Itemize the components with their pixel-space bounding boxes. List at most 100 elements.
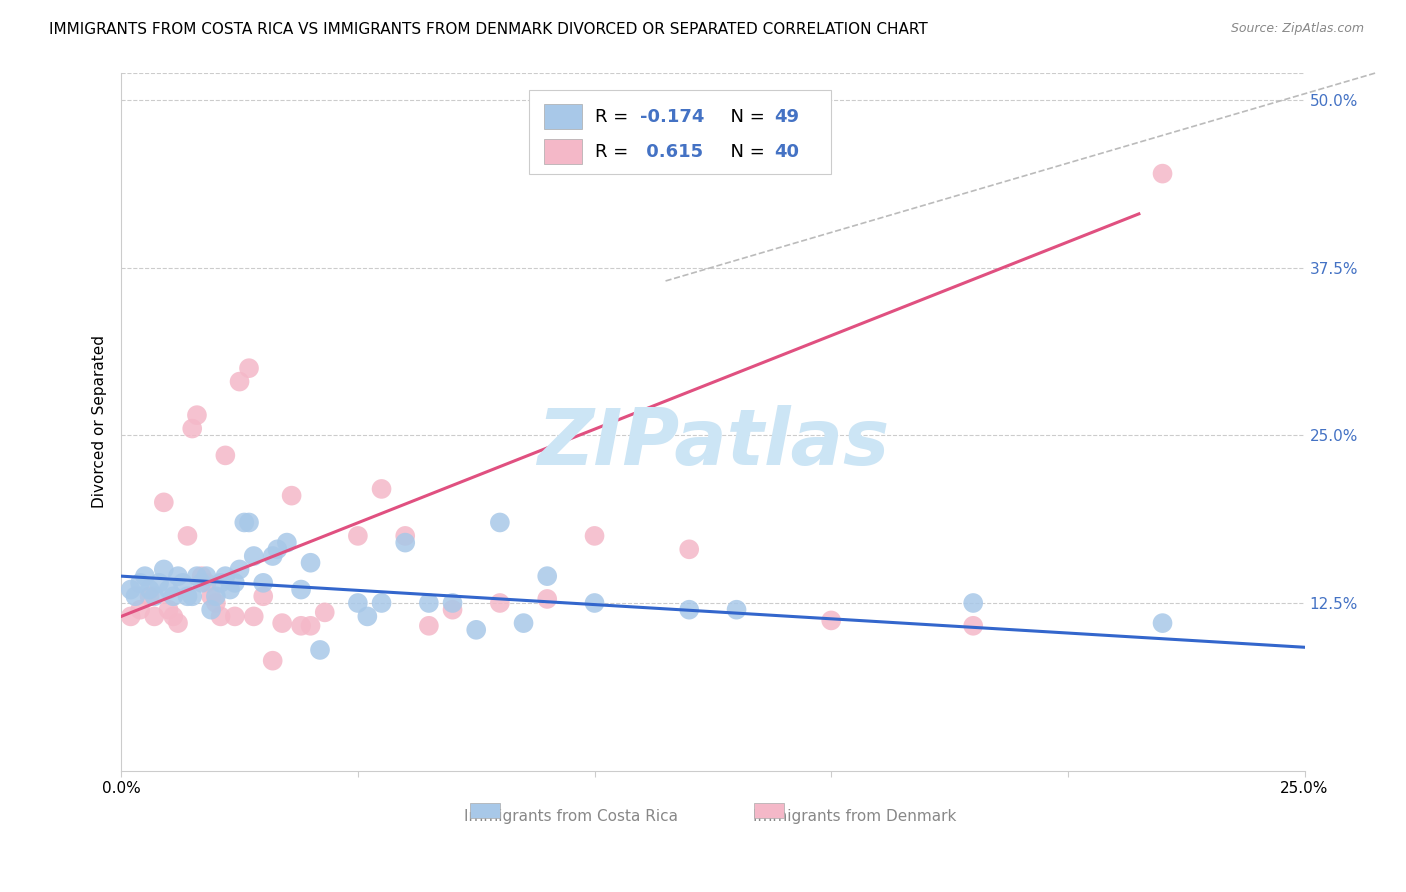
Point — [276, 535, 298, 549]
Point — [219, 582, 242, 597]
Point — [224, 575, 246, 590]
Point — [195, 575, 218, 590]
FancyBboxPatch shape — [530, 90, 831, 174]
Point — [190, 575, 212, 590]
Point — [134, 569, 156, 583]
Point — [418, 596, 440, 610]
Point — [148, 575, 170, 590]
Point — [143, 589, 166, 603]
Point — [120, 609, 142, 624]
Point — [186, 569, 208, 583]
Point — [441, 603, 464, 617]
Point — [347, 596, 370, 610]
Point — [205, 596, 228, 610]
Point — [190, 569, 212, 583]
Point — [262, 654, 284, 668]
Point — [228, 562, 250, 576]
Bar — [544, 139, 582, 164]
Point — [162, 609, 184, 624]
Point — [280, 489, 302, 503]
Point — [157, 603, 180, 617]
Point — [678, 603, 700, 617]
Point — [176, 529, 198, 543]
Point — [418, 619, 440, 633]
Point — [583, 529, 606, 543]
Bar — [544, 104, 582, 129]
Point — [299, 556, 322, 570]
Point — [209, 609, 232, 624]
Text: ZIPatlas: ZIPatlas — [537, 405, 889, 481]
Point — [262, 549, 284, 563]
Point — [820, 614, 842, 628]
Point — [489, 516, 512, 530]
Point — [176, 589, 198, 603]
Point — [314, 606, 336, 620]
Point — [266, 542, 288, 557]
Point — [167, 569, 190, 583]
Text: 40: 40 — [775, 143, 800, 161]
Point — [394, 535, 416, 549]
Point — [242, 609, 264, 624]
Text: R =: R = — [595, 108, 634, 126]
Point — [370, 482, 392, 496]
Point — [536, 569, 558, 583]
Point — [200, 589, 222, 603]
Y-axis label: Divorced or Separated: Divorced or Separated — [93, 335, 107, 508]
Text: Source: ZipAtlas.com: Source: ZipAtlas.com — [1230, 22, 1364, 36]
Point — [583, 596, 606, 610]
Point — [962, 619, 984, 633]
Text: 49: 49 — [775, 108, 800, 126]
Point — [238, 361, 260, 376]
Point — [138, 582, 160, 597]
Point — [678, 542, 700, 557]
Text: IMMIGRANTS FROM COSTA RICA VS IMMIGRANTS FROM DENMARK DIVORCED OR SEPARATED CORR: IMMIGRANTS FROM COSTA RICA VS IMMIGRANTS… — [49, 22, 928, 37]
Point — [309, 643, 332, 657]
Point — [1152, 616, 1174, 631]
Point — [153, 495, 176, 509]
Point — [200, 603, 222, 617]
Point — [394, 529, 416, 543]
Text: R =: R = — [595, 143, 634, 161]
Bar — [754, 803, 785, 818]
Text: Immigrants from Denmark: Immigrants from Denmark — [754, 809, 956, 824]
Point — [181, 589, 204, 603]
Point — [252, 589, 274, 603]
Text: N =: N = — [718, 108, 770, 126]
Point — [162, 589, 184, 603]
Point — [209, 575, 232, 590]
Point — [441, 596, 464, 610]
Point — [205, 589, 228, 603]
Point — [129, 603, 152, 617]
Bar — [470, 803, 501, 818]
Point — [129, 575, 152, 590]
Point — [465, 623, 488, 637]
Point — [725, 603, 748, 617]
Point — [489, 596, 512, 610]
Point — [536, 591, 558, 606]
Text: 0.615: 0.615 — [640, 143, 703, 161]
Point — [356, 609, 378, 624]
Point — [120, 582, 142, 597]
Point — [214, 569, 236, 583]
Point — [370, 596, 392, 610]
Point — [124, 589, 146, 603]
Point — [271, 616, 294, 631]
Point — [153, 562, 176, 576]
Text: -0.174: -0.174 — [640, 108, 704, 126]
Point — [181, 421, 204, 435]
Point — [252, 575, 274, 590]
Point — [962, 596, 984, 610]
Point — [228, 375, 250, 389]
Text: N =: N = — [718, 143, 770, 161]
Point — [167, 616, 190, 631]
Point — [138, 589, 160, 603]
Point — [143, 609, 166, 624]
Point — [290, 582, 312, 597]
Point — [157, 582, 180, 597]
Point — [347, 529, 370, 543]
Point — [224, 609, 246, 624]
Point — [242, 549, 264, 563]
Text: Immigrants from Costa Rica: Immigrants from Costa Rica — [464, 809, 678, 824]
Point — [214, 449, 236, 463]
Point — [186, 408, 208, 422]
